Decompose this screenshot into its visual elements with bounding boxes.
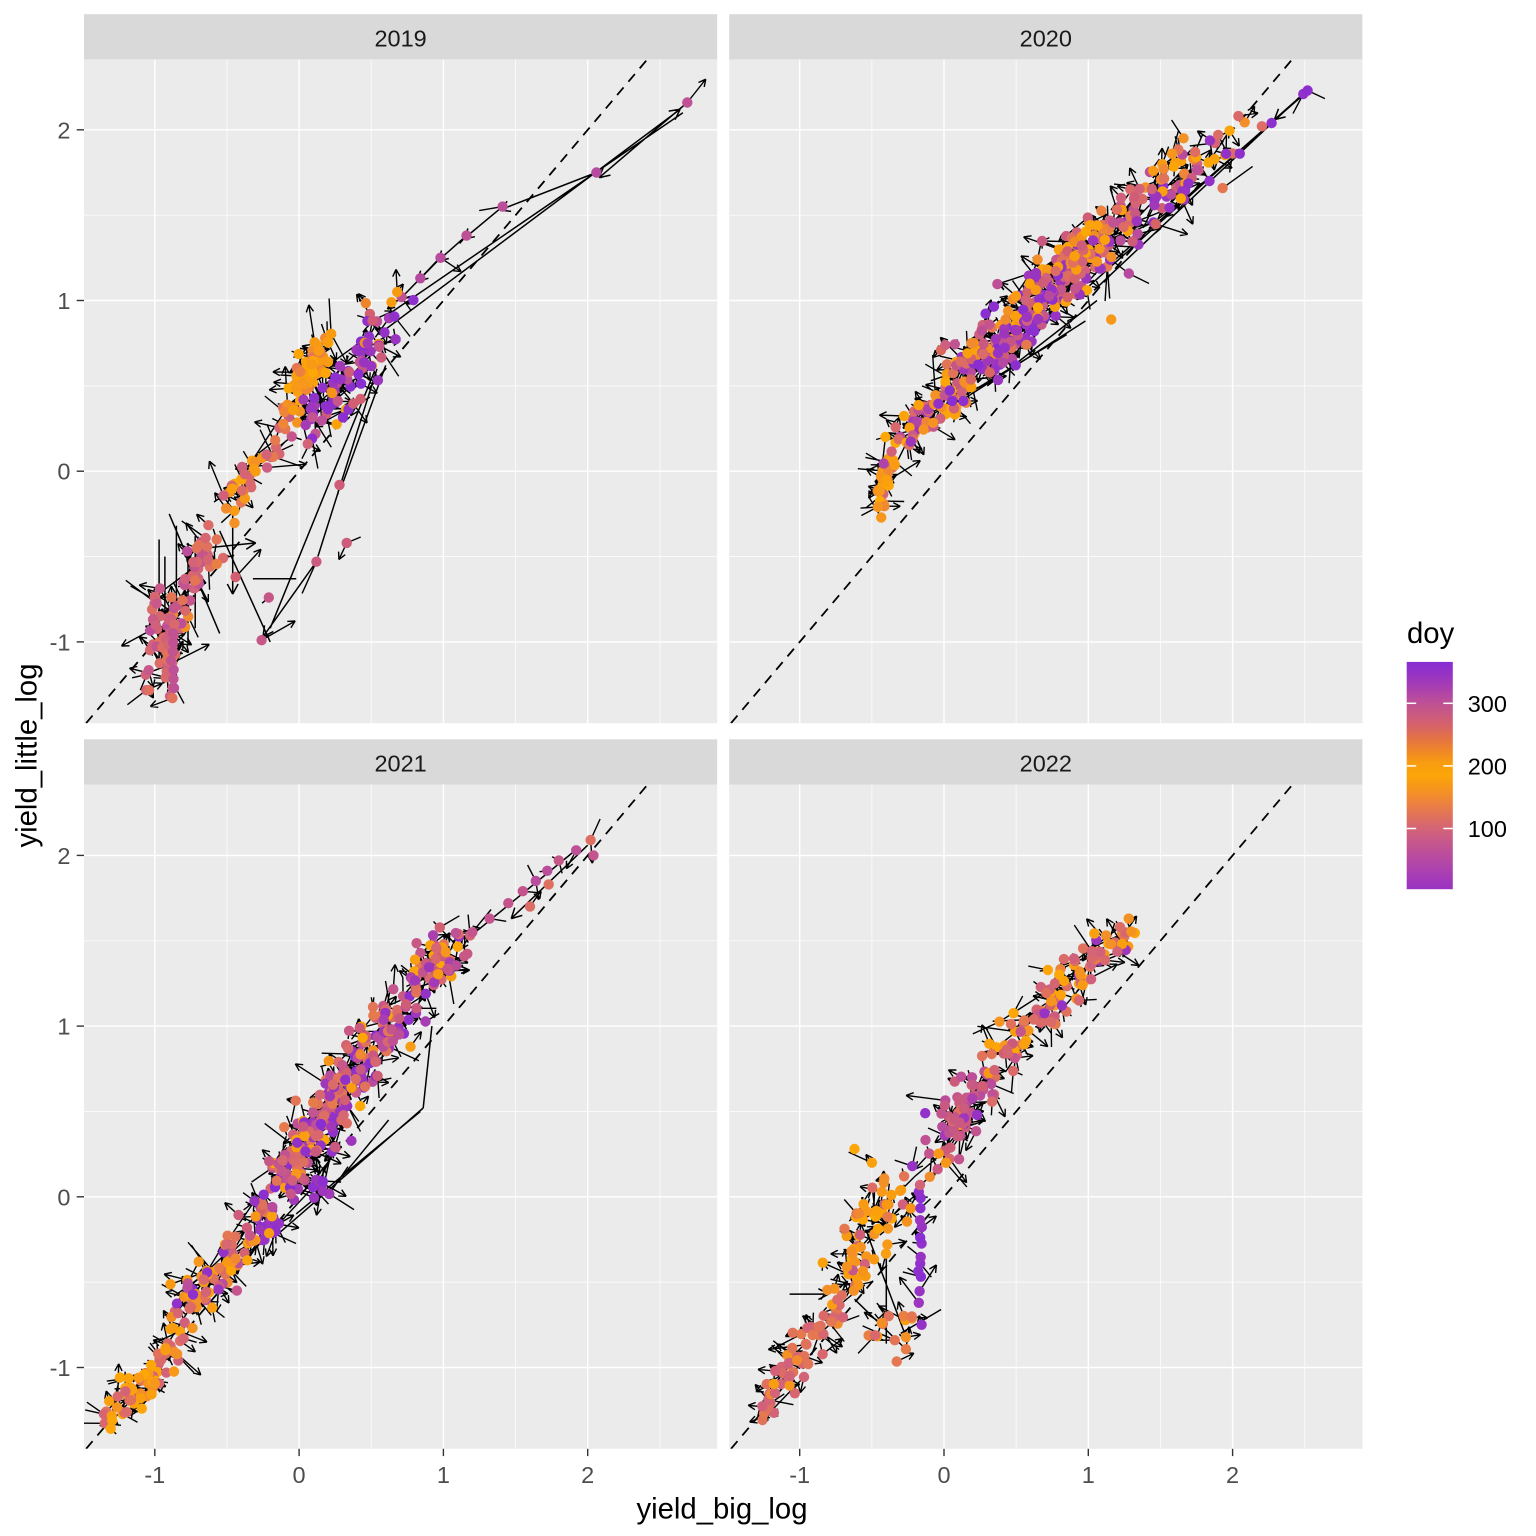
svg-text:2020: 2020	[1020, 26, 1072, 52]
svg-text:2: 2	[1226, 1462, 1239, 1488]
svg-text:300: 300	[1468, 691, 1507, 717]
svg-text:100: 100	[1468, 816, 1507, 842]
svg-text:0: 0	[57, 459, 70, 485]
svg-text:1: 1	[57, 1014, 70, 1040]
svg-text:-1: -1	[144, 1462, 165, 1488]
svg-text:-1: -1	[50, 1355, 71, 1381]
svg-text:-1: -1	[789, 1462, 810, 1488]
svg-text:0: 0	[57, 1184, 70, 1210]
svg-text:0: 0	[937, 1462, 950, 1488]
svg-text:2: 2	[581, 1462, 594, 1488]
svg-text:200: 200	[1468, 753, 1507, 779]
svg-text:yield_little_log: yield_little_log	[11, 663, 44, 847]
svg-text:yield_big_log: yield_big_log	[636, 1493, 807, 1526]
svg-text:2022: 2022	[1020, 751, 1072, 777]
svg-text:2019: 2019	[374, 26, 426, 52]
svg-text:1: 1	[1082, 1462, 1095, 1488]
svg-text:1: 1	[437, 1462, 450, 1488]
svg-text:0: 0	[293, 1462, 306, 1488]
svg-text:-1: -1	[50, 629, 71, 655]
svg-text:2: 2	[57, 843, 70, 869]
svg-text:1: 1	[57, 288, 70, 314]
svg-text:2021: 2021	[374, 751, 426, 777]
svg-text:2: 2	[57, 117, 70, 143]
svg-text:doy: doy	[1407, 617, 1455, 650]
